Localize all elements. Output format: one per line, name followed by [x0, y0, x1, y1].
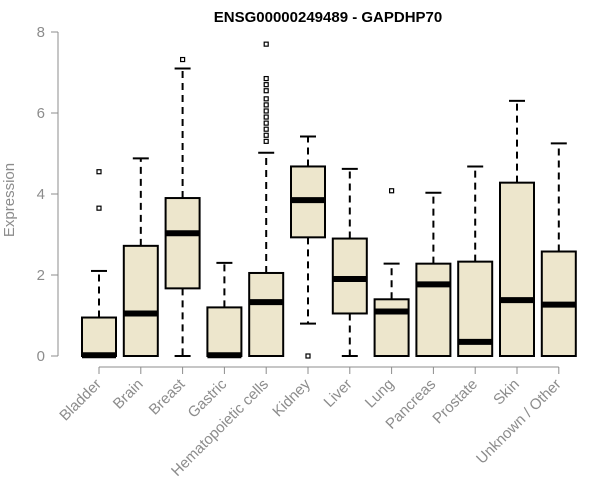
- outlier-4-1: [263, 132, 269, 138]
- box-6: [331, 167, 368, 357]
- x-tick-label-10: Skin: [490, 376, 523, 409]
- box-rect-7: [373, 298, 410, 357]
- outlier-0-1: [96, 169, 102, 175]
- box-rect-0: [81, 316, 117, 357]
- outlier-7-0: [389, 188, 395, 194]
- box-rect-10: [499, 181, 535, 357]
- box-5: [290, 135, 326, 359]
- box-rect-8: [415, 262, 452, 357]
- box-rect-6: [331, 237, 368, 315]
- outlier-4-9: [263, 82, 269, 88]
- box-rect-1: [122, 244, 159, 357]
- box-3: [206, 261, 243, 359]
- box-4: [248, 41, 285, 358]
- x-tick-label-0: Bladder: [56, 376, 105, 425]
- box-2: [164, 56, 201, 357]
- x-tick-label-6: Liver: [321, 376, 356, 411]
- x-tick-label-1: Brain: [110, 376, 147, 413]
- box-8: [415, 191, 452, 357]
- box-1: [122, 157, 159, 357]
- outlier-4-11: [263, 41, 269, 47]
- x-tick-label-9: Prostate: [429, 376, 481, 428]
- x-tick-label-7: Lung: [362, 376, 398, 412]
- outlier-4-6: [263, 102, 269, 108]
- box-10: [499, 99, 535, 357]
- chart-title: ENSG00000249489 - GAPDHP70: [214, 9, 442, 26]
- y-axis-label: Expression: [1, 163, 18, 237]
- outlier-4-7: [263, 96, 269, 102]
- boxes-group: [81, 41, 577, 359]
- y-tick-label-0: 0: [37, 348, 45, 365]
- outlier-4-3: [263, 120, 269, 126]
- outlier-2-0: [180, 56, 186, 63]
- y-tick-label-8: 8: [37, 24, 45, 41]
- box-11: [540, 142, 577, 357]
- outlier-4-4: [263, 114, 269, 120]
- box-9: [457, 165, 494, 358]
- x-tick-label-2: Breast: [146, 375, 189, 418]
- y-tick-label-4: 4: [37, 186, 45, 203]
- outlier-0-0: [96, 205, 102, 211]
- box-rect-2: [164, 197, 201, 290]
- outlier-4-0: [263, 138, 269, 144]
- outlier-4-8: [263, 88, 269, 94]
- y-axis: 0 2 4 6 8: [37, 24, 59, 365]
- x-tick-label-5: Kidney: [269, 375, 314, 420]
- outlier-4-2: [263, 126, 269, 132]
- outlier-4-10: [263, 75, 269, 82]
- y-tick-label-2: 2: [37, 267, 45, 284]
- box-7: [373, 188, 410, 357]
- box-0: [81, 169, 117, 359]
- box-rect-4: [248, 271, 285, 358]
- outlier-4-5: [263, 108, 269, 114]
- box-rect-3: [206, 306, 243, 357]
- outlier-5-0: [305, 353, 311, 359]
- y-tick-label-6: 6: [37, 105, 45, 122]
